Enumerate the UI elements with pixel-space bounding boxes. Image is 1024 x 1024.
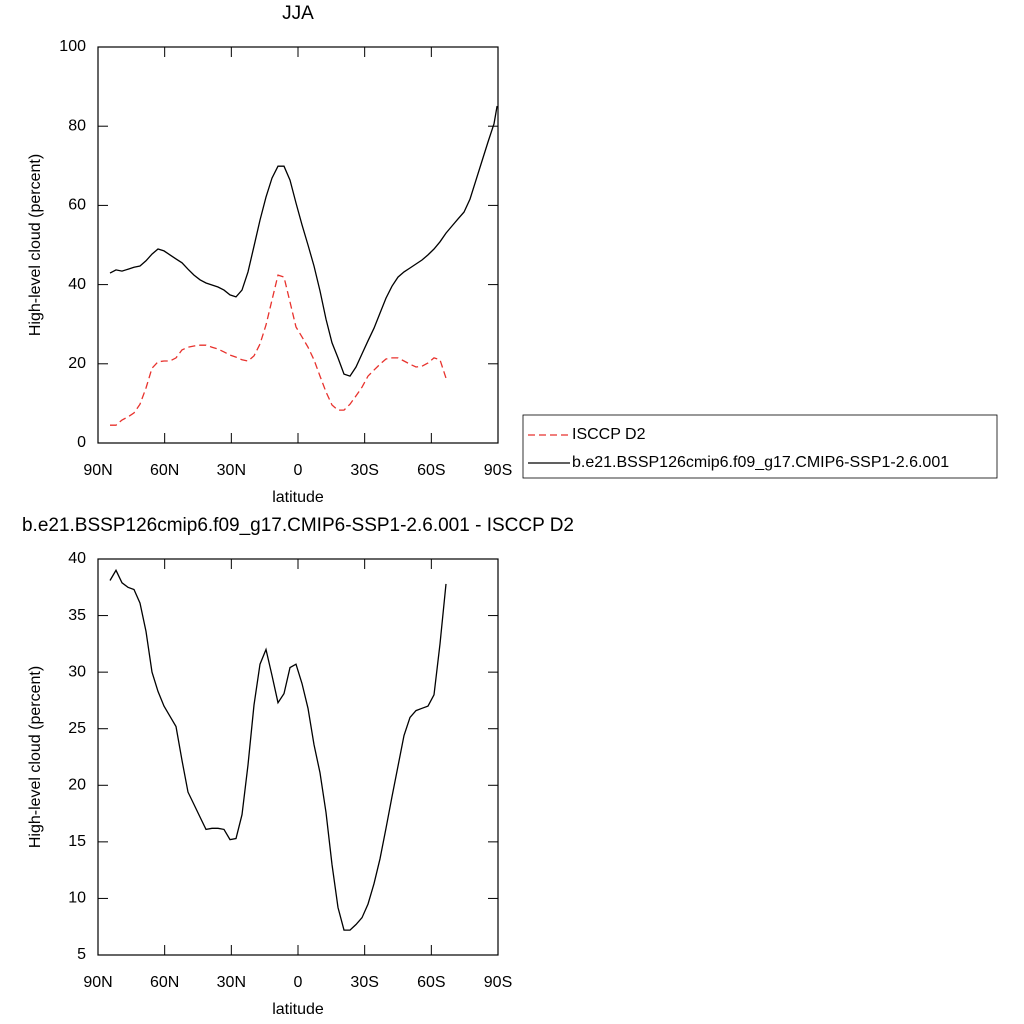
y-tick-label: 10: [68, 890, 86, 907]
y-axis-label: High-level cloud (percent): [27, 666, 44, 848]
data-line: [110, 274, 447, 426]
x-tick-label: 60S: [417, 974, 445, 991]
x-axis-label: latitude: [272, 1001, 324, 1018]
y-tick-label: 30: [68, 663, 86, 680]
legend-box: [522, 414, 998, 479]
chart-title: JJA: [282, 3, 314, 24]
y-tick-label: 100: [59, 38, 86, 55]
data-line: [109, 568, 447, 931]
x-tick-label: 30N: [217, 974, 246, 991]
y-tick-label: 20: [68, 777, 86, 794]
legend-label: ISCCP D2: [572, 426, 646, 443]
x-tick-label: 60N: [150, 462, 179, 479]
chart-title: b.e21.BSSP126cmip6.f09_g17.CMIP6-SSP1-2.…: [22, 515, 574, 536]
x-tick-label: 0: [294, 462, 303, 479]
y-tick-label: 5: [77, 946, 86, 963]
plot-frame: [97, 558, 499, 956]
y-tick-label: 15: [68, 833, 86, 850]
data-line: [109, 105, 498, 377]
y-tick-label: 0: [77, 434, 86, 451]
x-tick-label: 90N: [83, 462, 112, 479]
y-tick-label: 35: [68, 607, 86, 624]
x-axis-label: latitude: [272, 489, 324, 506]
plot-frame: [97, 46, 499, 444]
y-tick-label: 40: [68, 550, 86, 567]
x-tick-label: 30S: [350, 462, 378, 479]
y-tick-label: 40: [68, 276, 86, 293]
y-tick-label: 60: [68, 197, 86, 214]
x-tick-label: 60N: [150, 974, 179, 991]
x-tick-label: 60S: [417, 462, 445, 479]
x-tick-label: 0: [294, 974, 303, 991]
x-tick-label: 90S: [484, 974, 512, 991]
x-tick-label: 30N: [217, 462, 246, 479]
x-tick-label: 90S: [484, 462, 512, 479]
legend-label: b.e21.BSSP126cmip6.f09_g17.CMIP6-SSP1-2.…: [572, 454, 949, 471]
y-tick-label: 25: [68, 720, 86, 737]
y-tick-label: 80: [68, 117, 86, 134]
y-axis-label: High-level cloud (percent): [27, 154, 44, 336]
y-tick-label: 20: [68, 355, 86, 372]
x-tick-label: 90N: [83, 974, 112, 991]
x-tick-label: 30S: [350, 974, 378, 991]
